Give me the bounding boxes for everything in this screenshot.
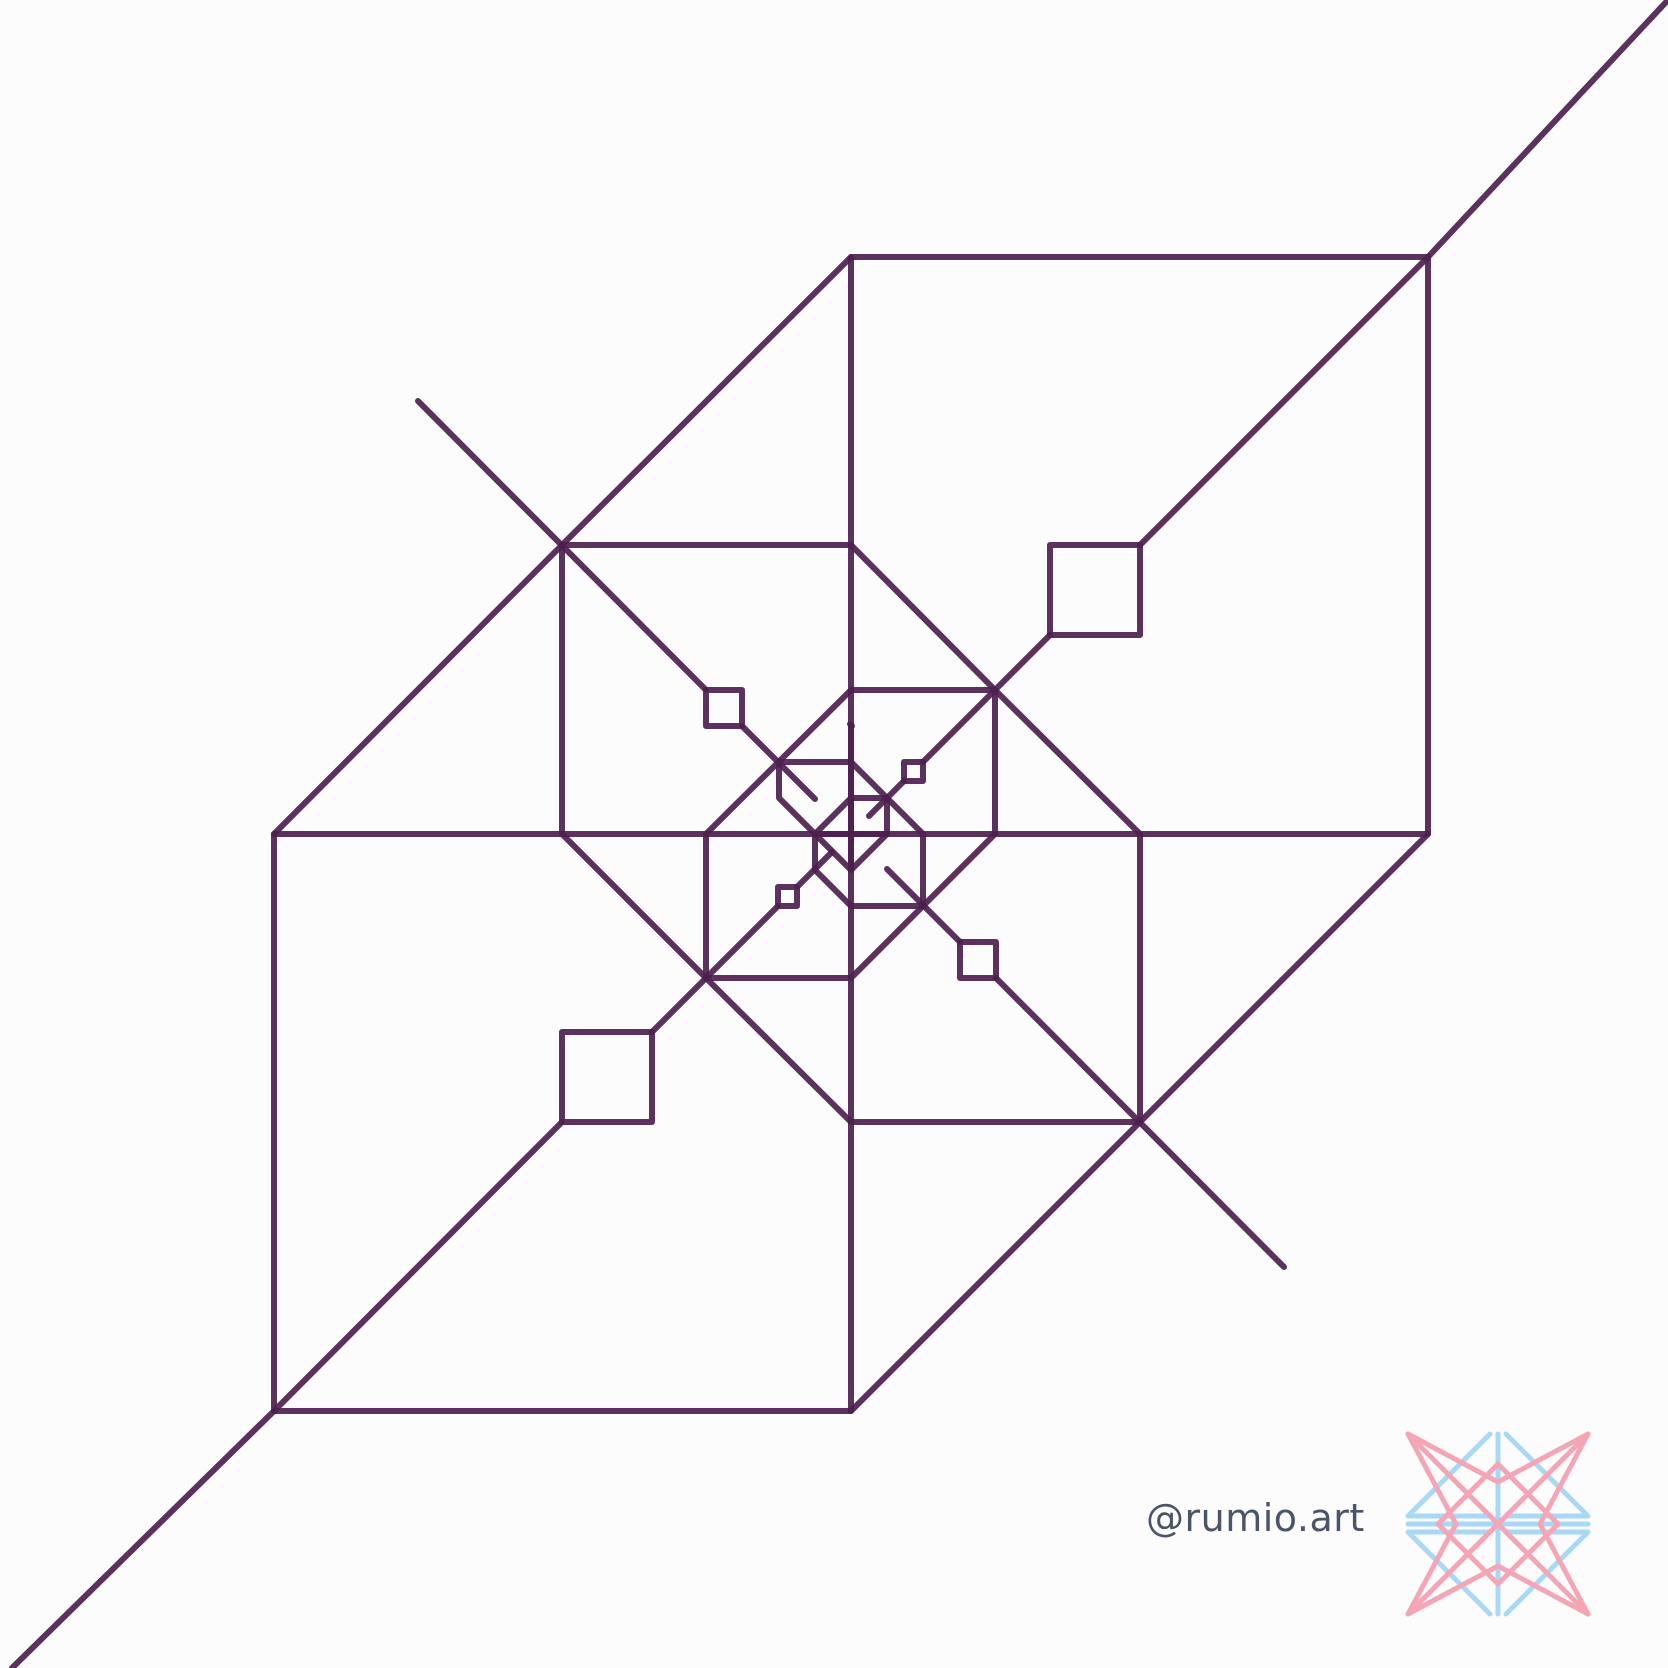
line-drawing-group: [9, 0, 1668, 1668]
square-small-lower-left: [775, 884, 800, 909]
main-diagonal-upper: [1425, 0, 1668, 260]
diagonal-segment: [703, 903, 781, 981]
square-upper-right: [1047, 542, 1143, 638]
square-small-upper-right: [901, 759, 926, 784]
square-lower-right: [957, 939, 999, 981]
logo-pink-layer: [1405, 1431, 1591, 1617]
diagonal-segment: [1137, 254, 1431, 548]
center-octagon-offset: [812, 795, 926, 909]
star-logo-icon: [1405, 1431, 1591, 1617]
logo-pink-stroke: [1405, 1431, 1591, 1617]
artist-handle: @rumio.art: [1146, 1496, 1365, 1540]
center-octagon: [776, 759, 890, 873]
anti-diagonal-segment: [415, 398, 709, 693]
main-diagonal-lower: [9, 1408, 277, 1668]
anti-diagonal-segment: [993, 975, 1287, 1270]
diagonal-segment: [920, 687, 998, 765]
logo-pink-diamond: [1435, 1461, 1561, 1587]
diagonal-segment: [992, 632, 1053, 693]
center-dot: [847, 721, 855, 729]
square-upper-left: [703, 687, 745, 729]
diagonal-segment: [649, 975, 709, 1035]
center-hexagon: [703, 687, 998, 981]
square-lower-left: [559, 1029, 655, 1125]
diagonal-segment: [271, 1119, 565, 1414]
